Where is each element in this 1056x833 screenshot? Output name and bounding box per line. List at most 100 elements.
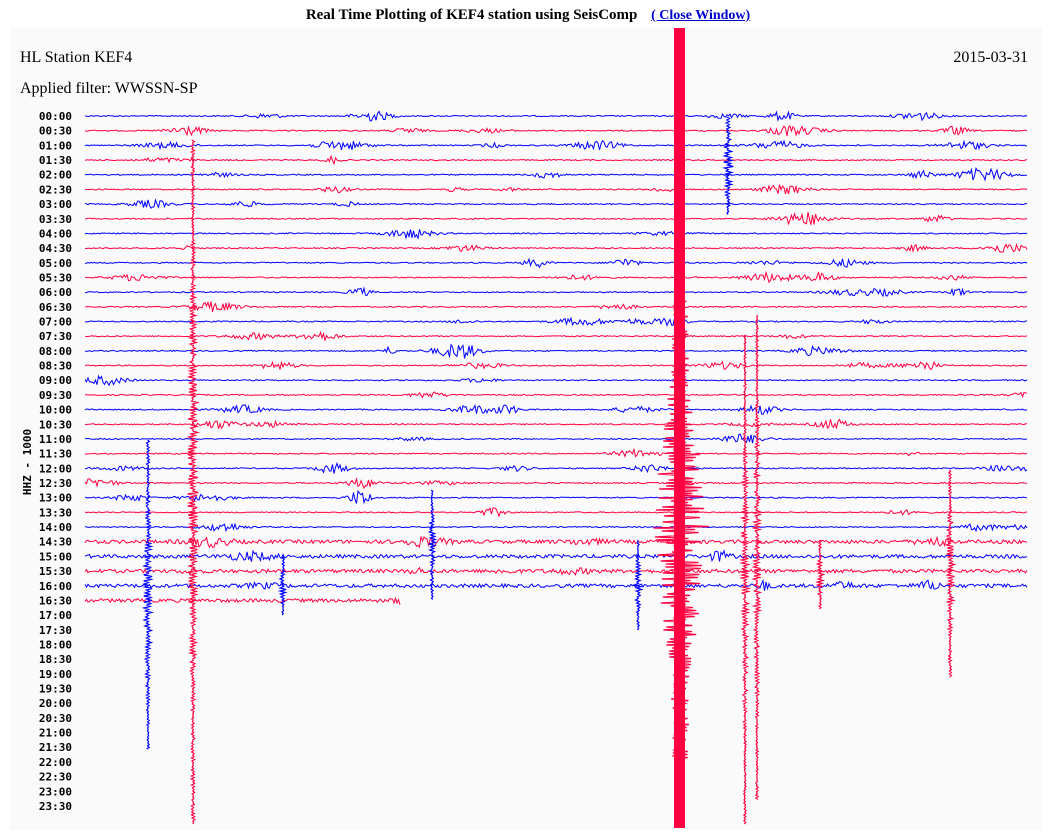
time-label: 08:00 [39, 345, 72, 358]
time-label: 00:00 [39, 110, 72, 123]
time-label: 15:00 [39, 550, 72, 563]
time-label: 03:00 [39, 198, 72, 211]
date-label: 2015-03-31 [953, 49, 1028, 66]
time-label: 09:30 [39, 389, 72, 402]
seismic-trace [84, 489, 1028, 505]
seismic-trace [84, 535, 1028, 549]
time-label: 19:00 [39, 668, 72, 681]
time-label: 10:30 [39, 418, 72, 431]
time-label: 06:30 [39, 301, 72, 314]
seismic-trace [84, 198, 1028, 209]
time-label: 05:30 [39, 271, 72, 284]
seismic-trace [84, 139, 1028, 151]
event-spike [751, 314, 763, 800]
time-label: 02:30 [39, 183, 72, 196]
seismic-trace [84, 316, 1028, 327]
station-label: HL Station KEF4 [20, 49, 132, 66]
seismic-trace [85, 242, 1028, 254]
time-label: 05:00 [39, 257, 72, 270]
event-spike [141, 439, 155, 750]
event-spike [277, 554, 288, 616]
seismic-trace [84, 549, 1028, 563]
seismic-trace [84, 154, 1028, 166]
time-label: 04:30 [39, 242, 72, 255]
seismic-trace [84, 477, 1028, 490]
time-label: 02:00 [39, 169, 72, 182]
time-label: 03:30 [39, 213, 72, 226]
seismic-trace [85, 391, 1028, 399]
seismic-trace [84, 286, 1028, 298]
seismic-trace [84, 110, 1028, 122]
seismic-trace [84, 566, 1028, 576]
time-label: 11:30 [39, 448, 72, 461]
event-spike [944, 469, 957, 678]
time-label: 09:00 [39, 374, 72, 387]
seismic-trace [84, 184, 1028, 195]
seismic-trace [84, 507, 1028, 518]
event-spike [631, 539, 644, 631]
event-spike [186, 139, 201, 825]
time-label: 18:00 [39, 638, 72, 651]
seismic-trace [84, 343, 1028, 359]
time-label: 14:30 [39, 536, 72, 549]
time-label: 10:00 [39, 404, 72, 417]
time-label: 16:30 [39, 594, 72, 607]
seismic-trace [84, 212, 1028, 226]
time-label: 12:30 [39, 477, 72, 490]
seismic-trace [84, 522, 1028, 533]
seismic-trace [84, 596, 401, 606]
filter-label: Applied filter: WWSSN-SP [20, 80, 198, 97]
time-label: 08:30 [39, 360, 72, 373]
time-label: 17:00 [39, 609, 72, 622]
time-label: 04:00 [39, 227, 72, 240]
seismic-trace [84, 461, 1028, 474]
time-label: 01:00 [39, 139, 72, 152]
seismic-trace [84, 300, 1028, 313]
channel-label: HHZ - 1000 [21, 429, 34, 495]
plot-background [10, 28, 1042, 830]
seismic-trace [84, 166, 1028, 182]
time-label: 18:30 [39, 653, 72, 666]
event-spike [722, 116, 735, 215]
time-label: 23:00 [39, 785, 72, 798]
event-spike [739, 334, 751, 825]
time-label: 14:00 [39, 521, 72, 534]
header: Real Time Plotting of KEF4 station using… [0, 7, 1056, 24]
time-label: 19:30 [39, 683, 72, 696]
time-label: 00:30 [39, 125, 72, 138]
time-label: 12:00 [39, 462, 72, 475]
seismic-trace [84, 433, 1028, 444]
time-label: 20:30 [39, 712, 72, 725]
time-label: 07:30 [39, 330, 72, 343]
seismic-trace [84, 330, 1028, 341]
seismic-trace [84, 404, 1028, 415]
time-label: 07:00 [39, 316, 72, 329]
time-label: 21:30 [39, 741, 72, 754]
seismic-trace [84, 124, 1028, 137]
seismic-trace [84, 418, 1028, 430]
time-label: 16:00 [39, 580, 72, 593]
time-label: 15:30 [39, 565, 72, 578]
event-spike [653, 299, 710, 760]
time-label: 13:00 [39, 492, 72, 505]
seismic-trace [85, 447, 1028, 458]
seismic-trace [84, 578, 1028, 591]
time-label: 22:30 [39, 771, 72, 784]
seismic-trace [84, 374, 1028, 387]
seismic-trace [84, 360, 1028, 371]
time-label: 20:00 [39, 697, 72, 710]
time-label: 22:00 [39, 756, 72, 769]
event-spike [427, 489, 438, 600]
time-label: 23:30 [39, 800, 72, 813]
time-label: 11:00 [39, 433, 72, 446]
close-window-link[interactable]: ( Close Window) [651, 8, 751, 23]
seismic-trace [84, 257, 1028, 269]
time-label: 01:30 [39, 154, 72, 167]
event-spike [815, 539, 826, 610]
time-label: 21:00 [39, 727, 72, 740]
page-title: Real Time Plotting of KEF4 station using… [305, 7, 638, 23]
seismic-trace [84, 229, 1028, 240]
time-label: 06:00 [39, 286, 72, 299]
